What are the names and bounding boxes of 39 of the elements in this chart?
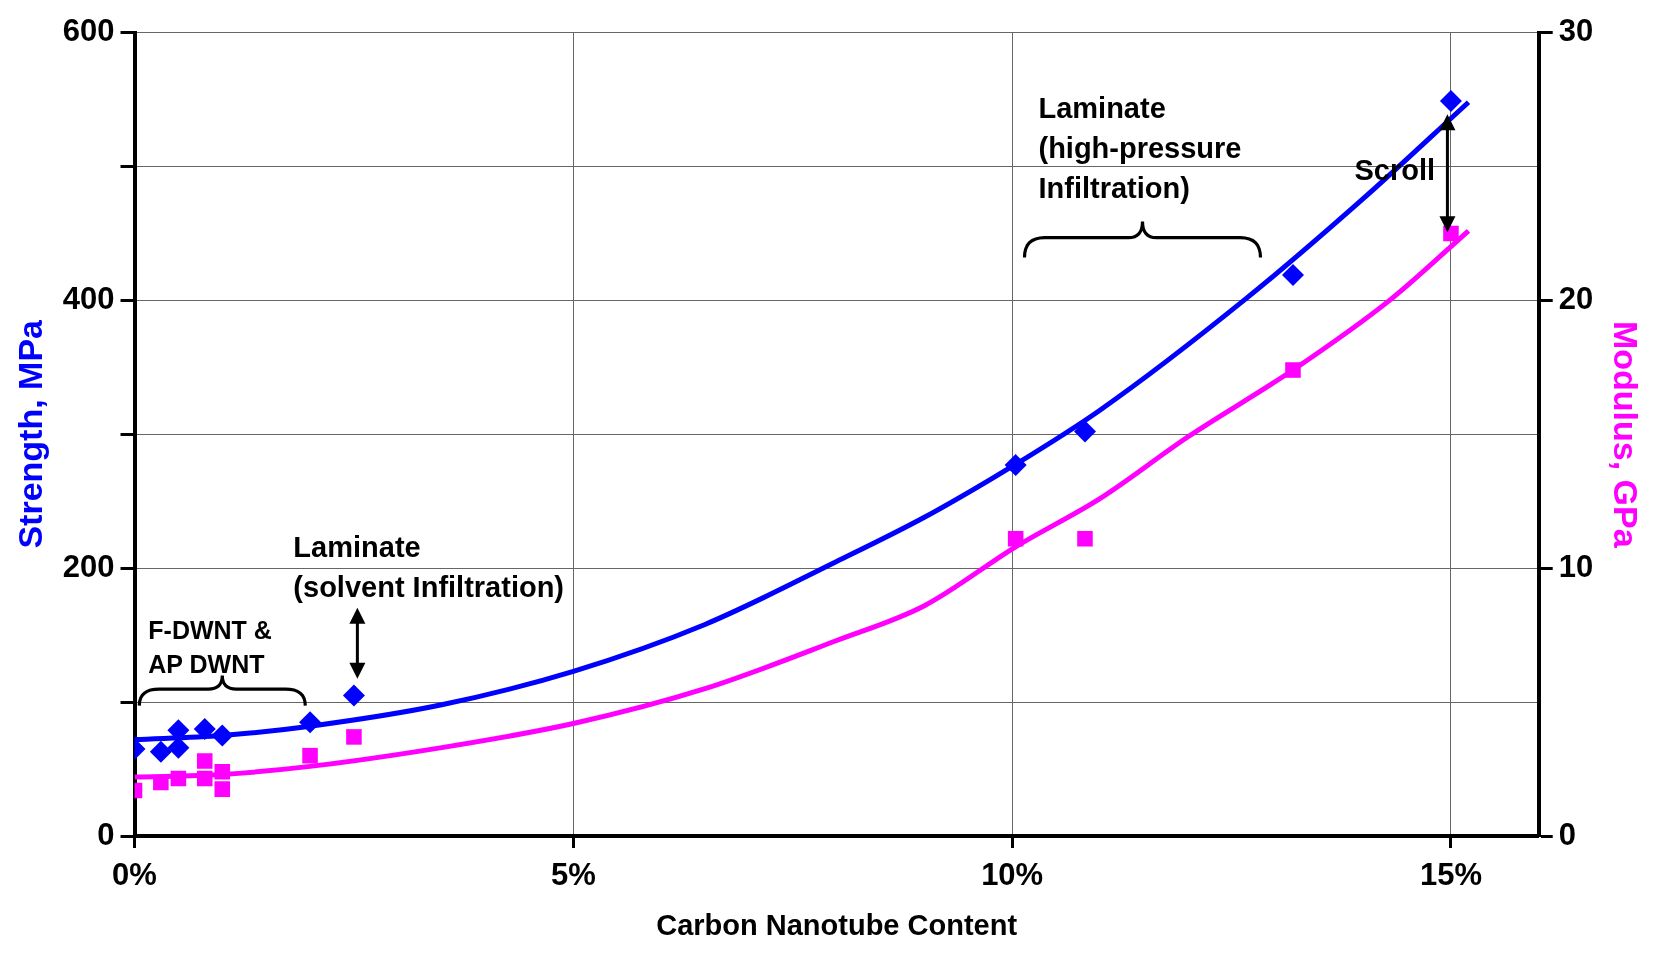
y-tick-label: 400 bbox=[62, 280, 115, 316]
point bbox=[1443, 225, 1459, 242]
point bbox=[342, 684, 365, 707]
point bbox=[302, 747, 318, 764]
y2-tick-label: 30 bbox=[1558, 13, 1594, 49]
point bbox=[211, 724, 234, 747]
point bbox=[1077, 530, 1093, 547]
point bbox=[1007, 530, 1024, 547]
point bbox=[1439, 89, 1462, 112]
y2-tick-label: 0 bbox=[1558, 816, 1576, 852]
point bbox=[153, 774, 169, 791]
x-tick-label: 0% bbox=[112, 857, 157, 893]
point bbox=[196, 770, 213, 787]
point bbox=[1073, 420, 1096, 443]
point bbox=[1285, 362, 1301, 378]
y-axis-title: Strength, MPa bbox=[10, 318, 49, 549]
point bbox=[149, 740, 172, 763]
y-tick-label: 200 bbox=[62, 548, 115, 584]
point bbox=[193, 717, 216, 740]
annotation: Laminate (high-pressure Infiltration) bbox=[1038, 92, 1242, 205]
y2-tick-label: 20 bbox=[1558, 280, 1594, 316]
point bbox=[214, 763, 231, 780]
x-tick-label: 15% bbox=[1419, 857, 1482, 893]
annotation: Laminate (solvent Infiltration) bbox=[293, 531, 565, 604]
point bbox=[1004, 454, 1027, 477]
point bbox=[196, 753, 213, 769]
point bbox=[299, 711, 322, 734]
y2-tick-label: 10 bbox=[1558, 548, 1594, 584]
point bbox=[214, 781, 231, 797]
x-axis-title: Carbon Nanotube Content bbox=[656, 908, 1018, 941]
point bbox=[1281, 263, 1304, 286]
y2-axis-title: Modulus, GPa bbox=[1607, 320, 1646, 549]
point bbox=[346, 729, 362, 745]
y-tick-label: 0 bbox=[97, 816, 115, 852]
y-tick-label: 600 bbox=[62, 13, 115, 49]
x-tick-label: 10% bbox=[981, 857, 1044, 893]
x-tick-label: 5% bbox=[550, 857, 596, 893]
annotation: F-DWNT & AP DWNT bbox=[148, 615, 272, 678]
point bbox=[170, 770, 187, 787]
